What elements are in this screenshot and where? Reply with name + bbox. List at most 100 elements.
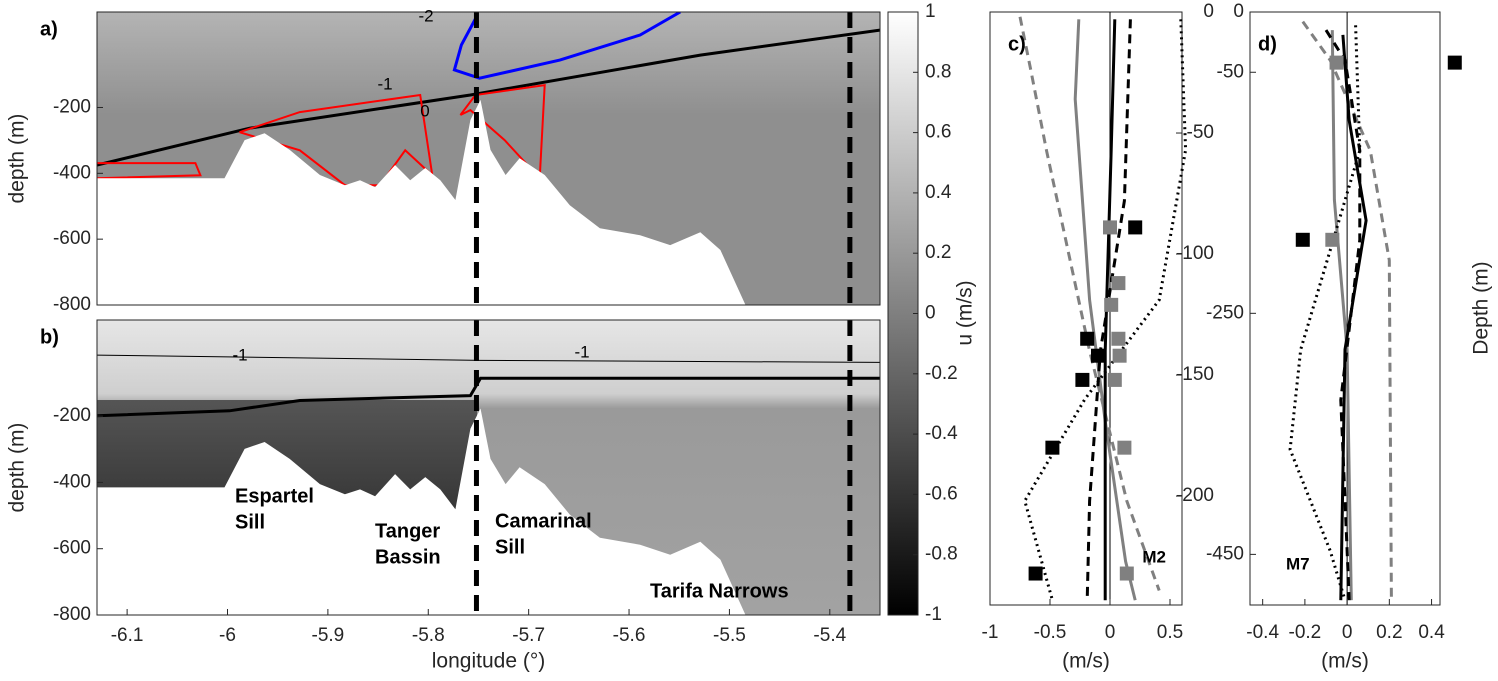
colorbar-tick-label: -0.2 [925,363,958,384]
y-tick-label: -450 [1206,543,1244,564]
panel-label: c) [1008,33,1026,55]
contour-line [452,12,681,80]
y-tick-label: -50 [1217,61,1244,82]
x-tick-label: -5.7 [512,625,545,646]
x-axis-label: (m/s) [1321,650,1369,673]
observation-marker [1111,331,1126,346]
observation-marker [1117,440,1132,455]
plot-area [97,12,880,305]
x-tick-label: -6 [219,625,236,646]
observation-marker [1028,566,1043,581]
observation-marker [1295,232,1310,247]
observation-marker [1080,331,1095,346]
y-tick-label: -400 [53,471,91,492]
station-label: M7 [1286,554,1310,573]
y-axis-label: depth (m) [6,423,29,513]
y-tick-label: -600 [53,538,91,559]
annotation: Sill [235,511,265,533]
x-axis-label: (m/s) [1062,650,1110,673]
y-tick-label: -200 [53,96,91,117]
colorbar-tick-label: 0.8 [925,61,951,82]
colorbar-tick-label: 0.6 [925,122,951,143]
y-tick-label: -800 [53,294,91,315]
x-tick-label: -6.1 [111,625,144,646]
colorbar-tick-label: -0.4 [925,423,958,444]
contour-label: -1 [377,74,392,93]
x-tick-label: 0 [1342,622,1353,643]
y-tick-label: 0 [1203,1,1214,22]
profile-line [1324,29,1362,601]
x-tick-label: -5.5 [713,625,746,646]
plot-area [97,320,880,615]
observation-marker [1112,348,1127,363]
x-tick-label: 0 [1105,622,1116,643]
colorbar-tick-label: -0.8 [925,544,958,565]
observation-marker [1329,55,1344,70]
colorbar-tick-label: -0.6 [925,483,958,504]
y-tick-label: -100 [1176,243,1214,264]
profile-line [1330,30,1353,601]
y-tick-label: -150 [1176,364,1214,385]
x-tick-label: -5.8 [412,625,445,646]
contour-label: -1 [232,345,247,364]
x-tick-label: -5.6 [613,625,646,646]
observation-marker [1119,566,1134,581]
profile-line [1103,19,1117,601]
x-tick-label: -0.5 [1034,622,1067,643]
annotation: Sill [495,536,525,558]
contour-line [97,28,880,167]
observation-marker [1104,297,1119,312]
y-axis-label: depth (m) [6,114,29,204]
y-tick-label: -200 [1176,485,1214,506]
y-tick-label: -50 [1187,122,1214,143]
colorbar-tick-label: 1 [925,1,936,22]
x-tick-label: -0.2 [1289,622,1322,643]
station-label: M2 [1142,547,1166,566]
observation-marker [1111,276,1126,291]
profile-line [1301,20,1393,601]
panel-label: b) [40,326,59,348]
y-axis-label: Depth (m) [1470,261,1493,354]
y-tick-label: -250 [1206,302,1244,323]
y-tick-label: -200 [53,405,91,426]
observation-marker [1045,440,1060,455]
contour-line [97,354,880,363]
colorbar-tick-label: 0 [925,303,936,324]
colorbar-tick-label: -1 [925,604,942,625]
y-tick-label: 0 [1233,1,1244,22]
x-tick-label: 0.5 [1157,622,1183,643]
annotation: Bassin [375,546,441,568]
contour-label: -1 [574,342,589,361]
panel-label: a) [40,18,58,40]
profile-line [1023,19,1188,601]
contour-line [97,376,880,418]
observation-marker [1075,372,1090,387]
bathymetry [97,408,746,615]
y-tick-label: -400 [53,162,91,183]
contour-label: -2 [418,6,433,25]
x-axis-label: longitude (°) [432,650,545,673]
axes-box [989,11,1183,606]
observation-marker [1103,220,1117,235]
axes-box [96,11,881,306]
x-tick-label: 0.2 [1376,622,1402,643]
colorbar-tick-label: 0.2 [925,242,951,263]
bathymetry [97,99,746,305]
annotation: Camarinal [495,510,592,532]
x-tick-label: -5.4 [813,625,846,646]
annotation: Tanger [375,520,440,542]
panel-label: d) [1258,33,1277,55]
y-tick-label: -600 [53,228,91,249]
profile-line [1018,16,1161,592]
annotation: Espartel [235,485,314,507]
x-tick-label: -5.9 [312,625,345,646]
axes-box [96,319,881,616]
contour-label: 0 [420,101,429,120]
observation-marker [1091,348,1105,363]
x-tick-label: 0.4 [1418,622,1445,643]
observation-marker [1447,55,1462,70]
colorbar-label: u (m/s) [954,280,977,345]
annotation: Tarifa Narrows [650,580,789,602]
